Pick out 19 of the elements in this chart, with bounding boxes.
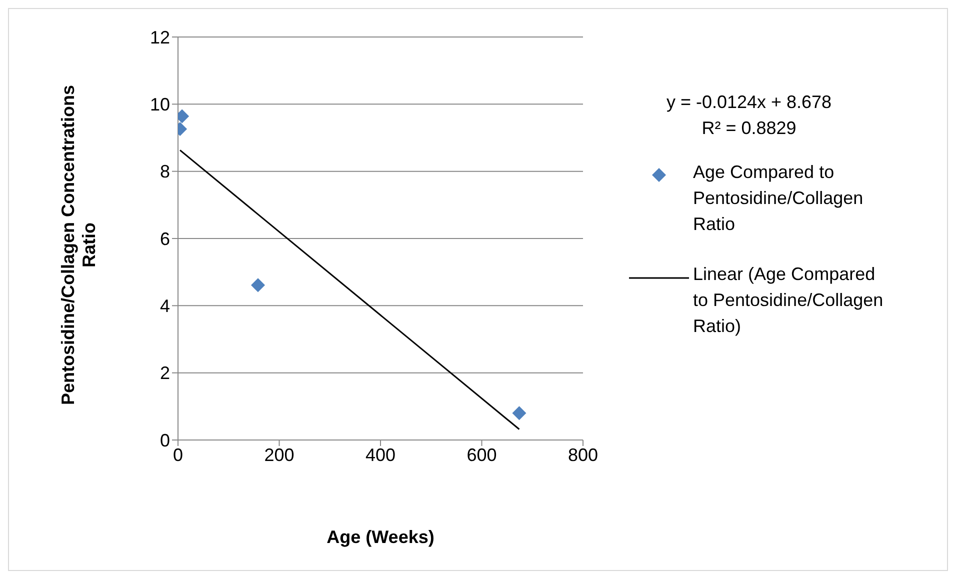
legend-label: Age Compared to Pentosidine/Collagen Ratio: [693, 161, 864, 236]
x-tick-label: 200: [264, 444, 294, 465]
x-tick-label: 600: [466, 444, 497, 465]
y-axis-title: Pentosidine/Collagen Concentrations Ratio: [58, 84, 100, 408]
y-tick-label: 4: [160, 296, 170, 316]
legend-label: Linear (Age Compared to Pentosidine/Collagen Ratio): [693, 263, 884, 338]
x-axis-title: Age (Weeks): [326, 527, 436, 548]
y-tick-label: 2: [160, 363, 170, 384]
y-tick-label: 0: [160, 430, 170, 450]
y-tick-label: 6: [160, 228, 170, 249]
text: R² = 0.8829: [700, 117, 798, 140]
x-tick-label: 800: [568, 444, 598, 465]
point: [512, 406, 526, 420]
x-tick-label: 0: [172, 444, 184, 465]
y-tick-label: 12: [150, 27, 170, 48]
x-tick-label: 400: [365, 444, 396, 465]
y-tick-label: 10: [150, 94, 170, 115]
text: y = -0.0124x + 8.678: [665, 91, 833, 114]
y-tick-label: 8: [160, 162, 170, 182]
